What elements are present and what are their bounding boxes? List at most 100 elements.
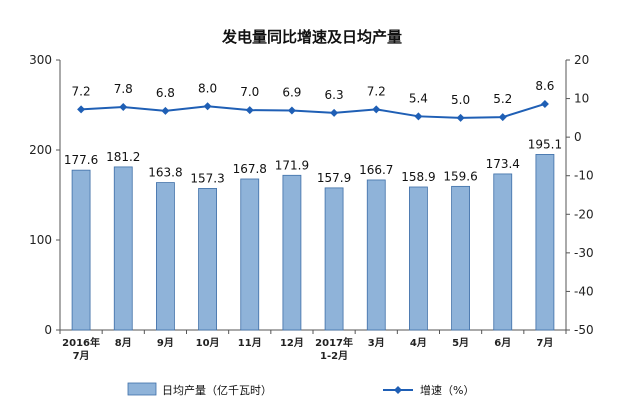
line-value-label: 5.0 (451, 93, 470, 107)
x-tick-label: 7月 (536, 337, 553, 349)
line-point (414, 112, 423, 121)
x-tick-label-line: 6月 (494, 337, 511, 349)
right-tick-label: 0 (574, 130, 582, 144)
right-tick-label: -40 (574, 284, 594, 298)
x-tick-label-line: 2016年 (62, 336, 100, 349)
bar-value-label: 173.4 (486, 157, 520, 171)
right-tick-label: 20 (574, 53, 589, 67)
bar-value-label: 157.3 (190, 171, 224, 185)
x-tick-label-line: 2017年 (315, 336, 353, 349)
line-value-label: 6.8 (156, 86, 175, 100)
line-point (203, 102, 212, 111)
bar (366, 179, 386, 331)
x-tick-label: 8月 (115, 337, 132, 349)
bar-data-labels: 177.6 181.2 163.8 157.3 167.8 171.9 157.9 166.7… (64, 137, 562, 185)
right-tick-label: -20 (574, 207, 594, 221)
x-tick-label: 2016年 7月 (62, 336, 100, 362)
bar-series (71, 154, 555, 331)
bar-value-label: 163.8 (148, 166, 182, 180)
bar (324, 187, 344, 331)
line-point (498, 113, 507, 122)
line-value-label: 7.2 (367, 84, 386, 98)
bar-value-label: 157.9 (317, 171, 351, 185)
left-tick-label: 300 (29, 53, 52, 67)
x-tick-label: 3月 (368, 337, 385, 349)
bar-value-label: 181.2 (106, 150, 140, 164)
bar (240, 178, 260, 331)
left-tick-label: 100 (29, 233, 52, 247)
line-point (372, 105, 381, 114)
x-tick-label-line: 8月 (115, 337, 132, 349)
right-tick-label: -50 (574, 323, 594, 337)
x-tick-label: 6月 (494, 337, 511, 349)
bar-value-label: 166.7 (359, 163, 393, 177)
bar (156, 182, 175, 331)
line-point (456, 113, 465, 122)
legend-line-marker (394, 386, 402, 394)
line-value-label: 7.2 (72, 84, 91, 98)
x-tick-label-line: 7月 (536, 337, 553, 349)
line-point (540, 99, 549, 108)
line-value-label: 7.8 (114, 82, 133, 96)
line-point (119, 103, 128, 112)
axes: 0 100 200 300 -50 -40 -30 -20 -10 0 10 20 (29, 53, 594, 337)
line-value-label: 8.6 (535, 79, 554, 93)
bar-value-label: 159.6 (443, 169, 477, 183)
x-tick-label-line: 9月 (157, 337, 174, 349)
x-tick-label: 10月 (196, 337, 220, 349)
x-tick-label-line: 11月 (238, 337, 262, 349)
x-tick-label: 11月 (238, 337, 262, 349)
line-series (77, 99, 549, 122)
bar (451, 185, 470, 331)
line-point (330, 108, 339, 117)
left-tick-label: 200 (29, 143, 52, 157)
x-tick-label-line: 5月 (452, 337, 469, 349)
line-value-label: 5.2 (493, 92, 512, 106)
line-value-label: 8.0 (198, 81, 217, 95)
line-point (287, 106, 296, 115)
x-tick-label-line: 12月 (280, 337, 304, 349)
left-tick-label: 0 (44, 323, 52, 337)
x-tick-label: 12月 (280, 337, 304, 349)
right-tick-label: -10 (574, 169, 594, 183)
legend: 日均产量（亿千瓦时） 增速（%） (127, 382, 474, 397)
bar-value-label: 171.9 (275, 158, 309, 172)
x-tick-label-line: 4月 (410, 337, 427, 349)
x-tick-label-line: 1-2月 (320, 350, 348, 362)
growth-line (81, 103, 546, 119)
bar-value-label: 177.6 (64, 153, 98, 167)
bar (493, 173, 513, 331)
line-value-label: 5.4 (409, 91, 428, 105)
x-tick-label: 2017年 1-2月 (315, 336, 353, 362)
x-tick-label-line: 3月 (368, 337, 385, 349)
bar (71, 169, 91, 331)
bar-value-label: 195.1 (528, 137, 562, 151)
x-tick-label: 5月 (452, 337, 469, 349)
x-tick-label-line: 10月 (196, 337, 220, 349)
bar (198, 188, 217, 331)
line-value-label: 7.0 (240, 85, 259, 99)
line-data-labels: 7.2 7.8 6.8 8.0 7.0 6.9 6.3 7.2 5.4 5.0 5.2 8.6 (72, 79, 555, 107)
bar-value-label: 167.8 (233, 162, 267, 176)
x-tick-label-line: 7月 (73, 350, 90, 362)
bar (409, 186, 428, 331)
bar (113, 166, 133, 331)
right-tick-label: -30 (574, 246, 594, 260)
right-tick-label: 10 (574, 92, 589, 106)
bar-value-label: 158.9 (401, 170, 435, 184)
x-tick-label: 4月 (410, 337, 427, 349)
bar (535, 154, 555, 331)
line-point (245, 106, 254, 115)
line-value-label: 6.3 (325, 88, 344, 102)
legend-bar-swatch (127, 382, 157, 396)
chart-title: 发电量同比增速及日均产量 (221, 28, 402, 46)
line-point (161, 106, 170, 115)
legend-bar-label: 日均产量（亿千瓦时） (162, 383, 272, 397)
line-point (77, 105, 86, 114)
line-value-label: 6.9 (282, 86, 301, 100)
x-tick-label: 9月 (157, 337, 174, 349)
legend-line-label: 增速（%） (420, 383, 474, 397)
bar (282, 174, 302, 331)
